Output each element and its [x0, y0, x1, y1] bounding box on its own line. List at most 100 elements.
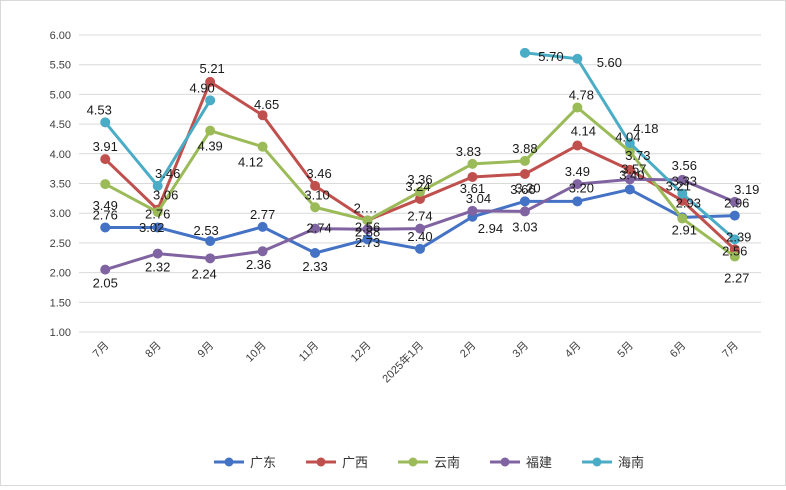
data-label: 3.33	[672, 174, 697, 189]
data-point	[415, 243, 425, 254]
data-label: 3.21	[666, 179, 691, 194]
x-tick-label: 2月	[458, 340, 479, 361]
y-tick-label: 4.00	[50, 149, 71, 161]
legend-item: 海南	[582, 455, 644, 470]
series-lines	[100, 47, 740, 275]
data-label: 2.76	[145, 206, 170, 221]
data-label: 3.10	[304, 187, 329, 202]
legend-marker	[408, 457, 418, 467]
x-axis: 7月 8月 9月 10月 11月 12月 2025年1月 2月 3月 4月 5月 6月 7月	[91, 338, 741, 385]
data-point	[467, 171, 478, 182]
y-tick-label: 5.00	[50, 89, 71, 101]
y-tick-label: 3.50	[50, 179, 71, 191]
data-point	[677, 188, 688, 199]
data-label: 2.33	[302, 259, 327, 274]
data-point	[100, 117, 111, 128]
data-label: 2.96	[724, 196, 749, 211]
data-label: 4.65	[254, 97, 279, 112]
data-label: 4.14	[571, 123, 596, 138]
x-tick-label: 2025年1月	[379, 338, 426, 385]
data-label: 2.…	[354, 200, 378, 215]
data-point	[257, 141, 268, 152]
data-point	[310, 202, 321, 213]
data-label: 3.36	[407, 172, 432, 187]
data-label: 3.40	[619, 167, 644, 182]
x-tick-label: 7月	[91, 340, 112, 361]
data-labels: 2.76 2.76 2.53 2.77 2.33 2.56 2.40 2.94 3.20 3.20…	[87, 49, 760, 291]
y-axis: 1.00 1.50 2.00 2.50 3.00 3.50 4.00 4.50 5.00 5.50…	[50, 30, 71, 339]
data-point	[519, 155, 530, 166]
data-point	[362, 224, 373, 235]
data-point	[572, 196, 583, 207]
data-point	[729, 196, 740, 207]
data-point	[257, 246, 268, 257]
data-point	[467, 205, 478, 216]
legend-marker	[224, 457, 234, 467]
data-label: 4.78	[569, 87, 594, 102]
y-tick-label: 6.00	[50, 30, 71, 42]
data-point	[257, 110, 268, 121]
legend-item: 广东	[214, 455, 276, 470]
data-label: 2.77	[250, 207, 275, 222]
data-point	[310, 223, 321, 234]
data-point	[729, 234, 740, 245]
data-label: 2.56	[722, 243, 747, 258]
data-label: 3.61	[460, 181, 485, 196]
data-label: 2.74	[306, 221, 331, 236]
data-label: 2.40	[407, 229, 432, 244]
data-label: 4.90	[189, 80, 214, 95]
y-tick-label: 2.00	[50, 268, 71, 280]
data-label: 3.04	[466, 191, 491, 206]
data-point	[152, 207, 163, 218]
y-tick-label: 3.00	[50, 208, 71, 220]
legend-label: 海南	[618, 455, 644, 470]
data-label: 3.03	[512, 219, 537, 234]
data-label: 5.60	[597, 55, 622, 70]
data-point	[519, 206, 530, 217]
x-tick-label: 6月	[668, 340, 689, 361]
data-point	[100, 154, 111, 165]
data-label: 3.66	[510, 182, 535, 197]
data-point	[205, 95, 216, 106]
data-point	[415, 223, 425, 234]
data-point	[519, 168, 530, 179]
x-tick-label: 7月	[720, 340, 741, 361]
x-tick-label: 4月	[563, 340, 584, 361]
data-point	[205, 236, 216, 247]
data-point	[729, 210, 740, 221]
data-point	[310, 180, 321, 191]
data-point	[572, 179, 583, 190]
data-label: 2.32	[145, 260, 170, 275]
data-label: 3.49	[565, 164, 590, 179]
data-point	[205, 76, 216, 87]
data-point	[572, 53, 583, 64]
data-point	[100, 179, 111, 190]
y-tick-label: 5.50	[50, 60, 71, 72]
data-label: 3.83	[456, 144, 481, 159]
data-point	[100, 222, 111, 233]
grid	[79, 34, 761, 333]
data-label: 2.88	[355, 224, 380, 239]
x-tick-label: 11月	[297, 340, 321, 364]
legend: 广东 广西 云南 福建 海南	[214, 455, 644, 470]
data-label: 3.20	[515, 180, 540, 195]
data-label: 2.05	[93, 276, 118, 291]
x-tick-label: 9月	[196, 340, 217, 361]
legend-label: 云南	[434, 455, 460, 470]
data-label: 2.36	[246, 257, 271, 272]
data-label: 4.04	[615, 129, 640, 144]
data-point	[677, 213, 688, 224]
series-4	[100, 174, 740, 275]
data-label: 3.57	[621, 161, 646, 176]
data-point	[100, 264, 111, 275]
legend-item: 广西	[306, 455, 368, 470]
legend-item: 云南	[398, 455, 460, 470]
data-label: 3.56	[672, 158, 697, 173]
data-label: 5.21	[199, 61, 224, 76]
legend-label: 广东	[250, 455, 276, 470]
data-label: 3.24	[405, 179, 430, 194]
data-point	[467, 158, 478, 169]
legend-label: 福建	[526, 455, 552, 470]
y-tick-label: 2.50	[50, 238, 71, 250]
data-label: 5.70	[538, 49, 563, 64]
